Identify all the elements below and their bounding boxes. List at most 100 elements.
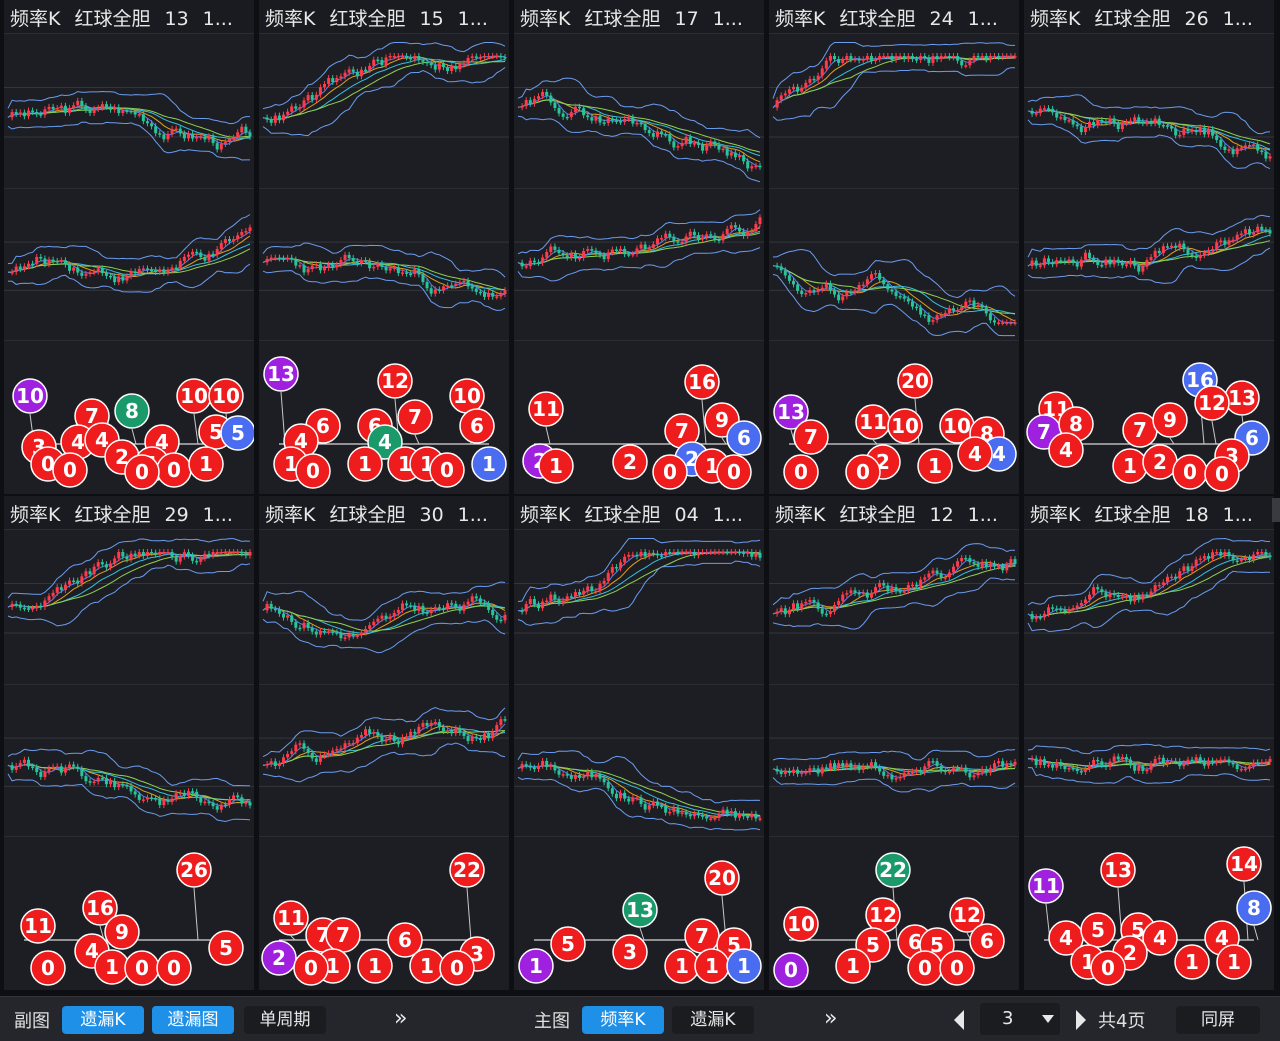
ball-number: 5 [231, 421, 245, 445]
main-missing-k-button[interactable]: 遗漏K [672, 1006, 754, 1034]
cell-title-part: 红球全胆 [74, 504, 151, 526]
cell-title: 频率K 红球全胆 15 1... [259, 0, 509, 34]
sub-kline-panel[interactable] [514, 690, 764, 837]
number-ball: 0 [429, 452, 465, 488]
number-ball: 4 [1048, 432, 1084, 468]
cell-title-part: 1... [457, 8, 488, 30]
scrollbar[interactable] [1272, 498, 1280, 522]
sub-kline-panel[interactable] [259, 690, 509, 837]
more-chevron-icon[interactable]: » [824, 1006, 838, 1031]
cell-title-part: 频率K [1030, 8, 1081, 30]
sub-kline-panel[interactable] [514, 194, 764, 341]
chart-cell[interactable]: 频率K 红球全胆 26 1... 16 11 13 12 7 8 7 9 6 4 3 1 2 0 0 [1024, 0, 1274, 494]
sub-kline-panel[interactable] [1024, 690, 1274, 837]
cell-title-part: 15 [419, 8, 444, 30]
prev-page-icon[interactable] [954, 1010, 964, 1030]
more-chevron-icon[interactable]: » [394, 1006, 408, 1031]
sub-kline-panel[interactable] [4, 194, 254, 341]
cell-title-part: 频率K [265, 8, 316, 30]
main-kline-panel[interactable] [4, 534, 254, 685]
sub-missing-k-button[interactable]: 遗漏K [62, 1006, 144, 1034]
ball-number: 10 [16, 384, 44, 408]
main-kline-panel[interactable] [769, 534, 1019, 685]
cell-title-part: 1... [1222, 504, 1253, 526]
ball-number: 0 [135, 460, 149, 484]
main-kline-panel[interactable] [514, 534, 764, 685]
ball-number: 1 [105, 955, 119, 979]
next-page-icon[interactable] [1076, 1010, 1086, 1030]
main-frequency-k-button[interactable]: 频率K [582, 1006, 664, 1034]
cell-title-part: 29 [164, 504, 189, 526]
ball-number: 0 [727, 460, 741, 484]
single-period-button[interactable]: 单周期 [244, 1006, 326, 1034]
ball-panel[interactable]: 107810105534442001010 [4, 344, 254, 492]
chart-cell[interactable]: 频率K 红球全胆 04 1... 20 13 7 5 3 5 1 1 1 1 [514, 496, 764, 990]
ball-number: 1 [705, 954, 719, 978]
page-select[interactable]: 3 [980, 1003, 1060, 1035]
chart-cell[interactable]: 频率K 红球全胆 29 1... 26 16 11 9 4 5 1 0 0 0 [4, 496, 254, 990]
ball-number: 8 [125, 399, 139, 423]
number-ball: 0 [30, 950, 66, 986]
ball-number: 13 [1104, 858, 1132, 882]
ball-number: 11 [277, 906, 305, 930]
cell-title-part: 26 [1184, 8, 1209, 30]
cell-title: 频率K 红球全胆 30 1... [259, 496, 509, 530]
ball-number: 8 [1247, 896, 1261, 920]
chart-cell[interactable]: 频率K 红球全胆 18 1... 11 13 14 8 4 5 5 4 4 2 1 0 1 1 [1024, 496, 1274, 990]
sub-kline-panel[interactable] [769, 194, 1019, 341]
ball-number: 10 [891, 414, 919, 438]
ball-number: 1 [199, 452, 213, 476]
cell-title-part: 1... [712, 8, 743, 30]
main-kline-panel[interactable] [514, 38, 764, 189]
main-kline-panel[interactable] [1024, 38, 1274, 189]
sub-missing-chart-button[interactable]: 遗漏图 [152, 1006, 234, 1034]
number-ball: 5 [550, 926, 586, 962]
chart-cell[interactable]: 频率K 红球全胆 24 1... 20 13 11 10 10 8 7 4 4 2 0 0 1 [769, 0, 1019, 494]
ball-number: 26 [180, 858, 208, 882]
main-kline-panel[interactable] [259, 534, 509, 685]
chart-cell[interactable]: 频率K 红球全胆 15 1... 13 12 10 6 6 7 6 4 4 1 0 1 1 1 0 1 [259, 0, 509, 494]
chart-cell[interactable]: 频率K 红球全胆 30 1... 22 11 7 7 6 2 3 1 1 1 0 0 [259, 496, 509, 990]
cell-title-part: 1... [457, 504, 488, 526]
sub-kline-panel[interactable] [1024, 194, 1274, 341]
ball-number: 0 [794, 460, 808, 484]
number-ball: 1 [1174, 944, 1210, 980]
ball-number: 22 [879, 858, 907, 882]
main-kline-panel[interactable] [4, 38, 254, 189]
cell-title-part: 1... [202, 8, 233, 30]
ball-number: 0 [306, 459, 320, 483]
ball-panel[interactable]: 16117962122010 [514, 344, 764, 492]
sub-kline-panel[interactable] [259, 194, 509, 341]
ball-number: 1 [1123, 454, 1137, 478]
main-kline-panel[interactable] [769, 38, 1019, 189]
main-kline-panel[interactable] [259, 38, 509, 189]
cell-title-part: 17 [674, 8, 699, 30]
cell-title-part: 24 [929, 8, 954, 30]
cell-title: 频率K 红球全胆 17 1... [514, 0, 764, 34]
ball-number: 1 [398, 452, 412, 476]
ball-number: 4 [95, 428, 109, 452]
number-ball: 0 [1204, 456, 1240, 492]
number-ball: 13 [263, 356, 299, 392]
sub-kline-panel[interactable] [769, 690, 1019, 837]
number-ball: 9 [1152, 402, 1188, 438]
number-ball: 6 [969, 923, 1005, 959]
chart-cell[interactable]: 频率K 红球全胆 12 1... 22 10 12 12 5 6 5 6 1 0 0 0 [769, 496, 1019, 990]
main-kline-panel[interactable] [1024, 534, 1274, 685]
number-ball: 1 [917, 448, 953, 484]
sub-kline-panel[interactable] [4, 690, 254, 837]
number-ball: 1 [471, 446, 507, 482]
number-ball: 8 [1236, 890, 1272, 926]
number-ball: 2 [261, 940, 297, 976]
same-screen-button[interactable]: 同屏 [1176, 1006, 1260, 1034]
